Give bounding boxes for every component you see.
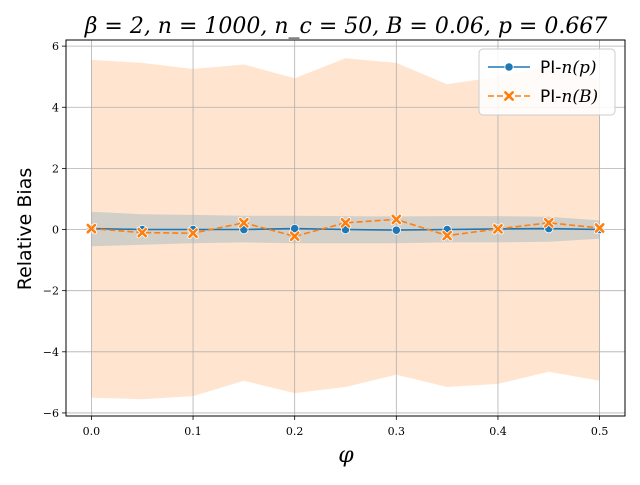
x-axis-label: φ <box>338 443 354 468</box>
chart-title: β = 2, n = 1000, n_c = 50, B = 0.06, p =… <box>84 14 608 39</box>
y-tick-label: 2 <box>52 162 59 175</box>
y-tick-label: −2 <box>43 285 59 298</box>
y-tick-label: −4 <box>43 346 59 359</box>
legend: PI-n(p) PI-n(B) <box>478 48 616 116</box>
y-tick-label: 6 <box>52 40 59 53</box>
marker-pi-n-b <box>339 217 352 229</box>
y-axis-ticks: −6 −4 −2 0 2 4 6 <box>43 40 66 420</box>
y-axis-label: Relative Bias <box>14 168 36 291</box>
y-tick-label: −6 <box>43 407 59 420</box>
plot-frame <box>65 39 626 417</box>
series-line-pi-n-b <box>91 218 600 238</box>
marker-pi-n-b <box>593 222 606 234</box>
x-tick-label: 0.1 <box>184 425 202 438</box>
marker-pi-n-b <box>441 229 453 242</box>
y-tick-label: 0 <box>52 224 59 237</box>
x-tick-label: 0.3 <box>388 425 406 438</box>
y-tick-label: 4 <box>52 101 59 114</box>
marker-pi-n-b <box>85 222 98 235</box>
marker-pi-n-p <box>391 225 401 235</box>
marker-pi-n-b <box>543 217 555 229</box>
legend-label: PI-n(p) <box>540 58 597 78</box>
marker-pi-n-b <box>238 217 250 229</box>
x-tick-label: 0.5 <box>591 425 609 438</box>
marker-pi-n-b <box>492 223 504 235</box>
x-tick-label: 0.2 <box>286 425 304 438</box>
x-axis-ticks: 0.0 0.1 0.2 0.3 0.4 0.5 <box>83 416 609 438</box>
x-tick-label: 0.4 <box>489 425 507 438</box>
marker-pi-n-p <box>290 224 300 234</box>
marker-pi-n-b <box>187 227 199 239</box>
series-markers <box>85 213 606 242</box>
legend-label: PI-n(B) <box>540 87 598 107</box>
marker-pi-n-b <box>288 230 301 242</box>
legend-marker-pi-n-b <box>503 90 515 102</box>
legend-marker-pi-n-p <box>504 62 514 72</box>
marker-pi-n-b <box>136 226 148 239</box>
marker-pi-n-b <box>390 213 403 226</box>
x-tick-label: 0.0 <box>83 425 101 438</box>
